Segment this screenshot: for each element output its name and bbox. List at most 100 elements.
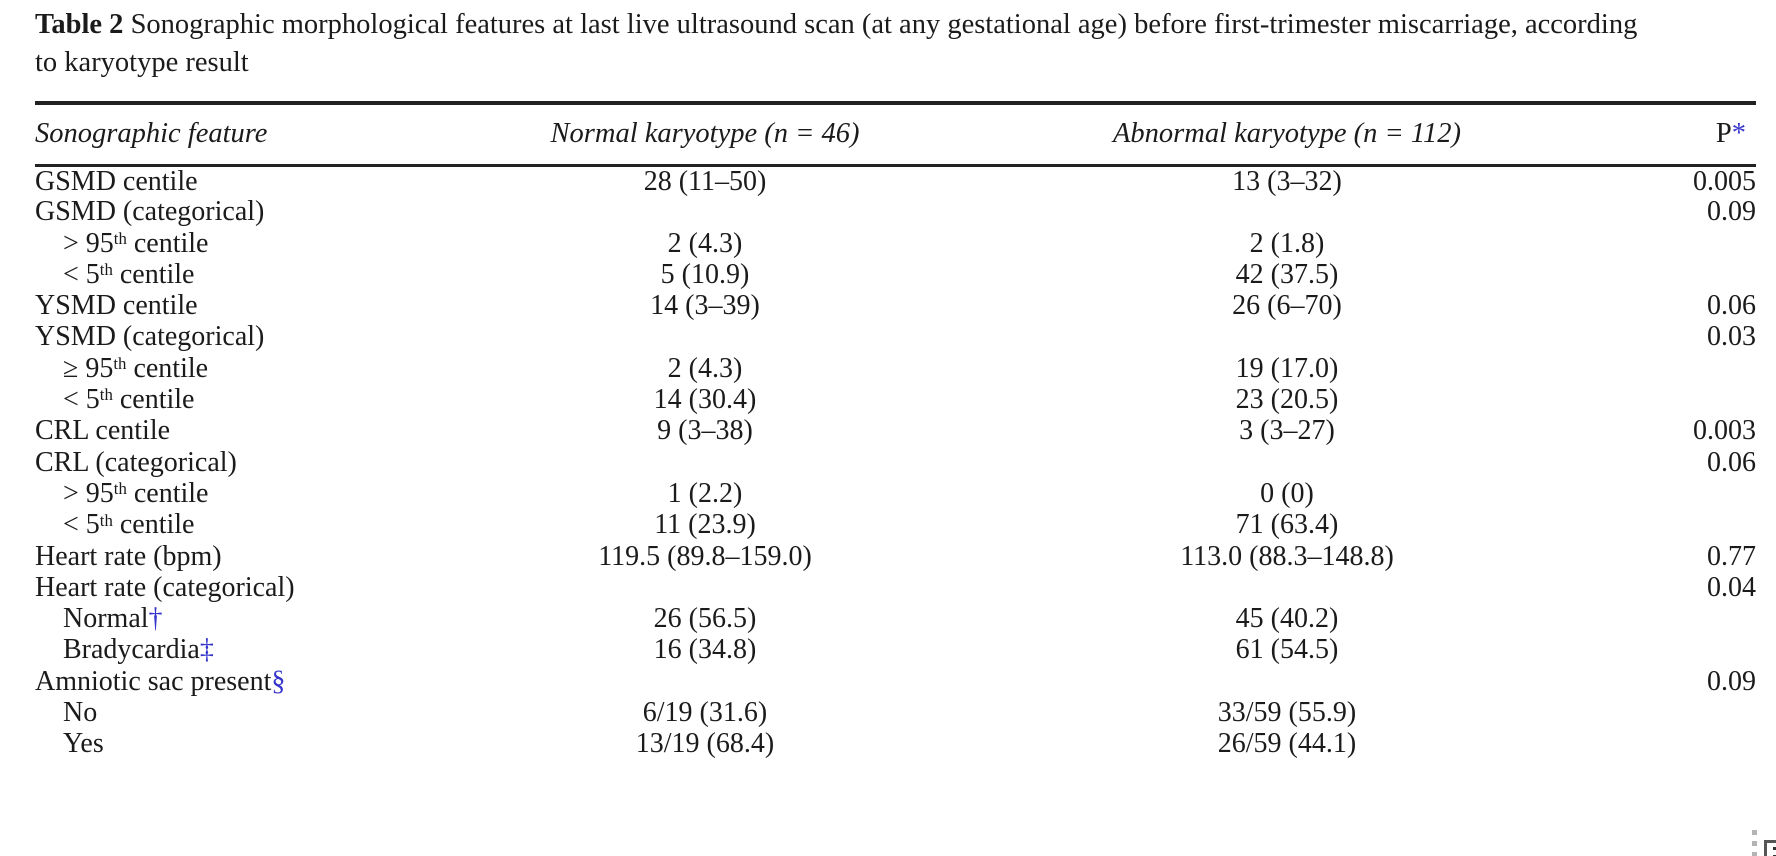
feature-text: GSMD centile bbox=[35, 165, 198, 197]
feature-text: Yes bbox=[63, 728, 104, 760]
cell-feature: Heart rate (bpm) bbox=[35, 541, 435, 572]
cell-normal: 13/19 (68.4) bbox=[635, 728, 775, 760]
table-row: < 5th centile 14 (30.4) 23 (20.5) bbox=[35, 384, 1756, 415]
cell-abnormal: 26/59 (44.1) bbox=[1217, 728, 1357, 760]
double-dagger-footnote-symbol: ‡ bbox=[199, 634, 214, 666]
cell-p-value: 0.06 bbox=[1707, 290, 1756, 322]
cell-p-value: 0.003 bbox=[1693, 415, 1756, 447]
cell-normal: 26 (56.5) bbox=[653, 603, 757, 635]
feature-text: > 95 bbox=[63, 477, 114, 509]
cell-abnormal: 33/59 (55.9) bbox=[1217, 697, 1357, 728]
cell-abnormal: 3 (3–27) bbox=[1239, 415, 1335, 447]
cell-p-value bbox=[1599, 697, 1756, 728]
feature-superscript: th bbox=[99, 260, 113, 280]
cell-feature: Yes bbox=[35, 728, 435, 759]
cell-p-value: 0.09 bbox=[1707, 665, 1756, 697]
cell-abnormal: 71 (63.4) bbox=[1235, 509, 1339, 541]
feature-text: YSMD (categorical) bbox=[35, 321, 265, 353]
cell-abnormal: 26 (6–70) bbox=[1232, 290, 1342, 322]
dagger-footnote-symbol: † bbox=[148, 603, 163, 635]
table-row: GSMD (categorical) 0.09 bbox=[35, 196, 1756, 227]
cell-normal: 5 (10.9) bbox=[660, 258, 750, 290]
table-row: GSMD centile 28 (11–50) 13 (3–32) 0.005 bbox=[35, 165, 1756, 196]
p-footnote-asterisk: * bbox=[1731, 118, 1746, 150]
cell-abnormal: 42 (37.5) bbox=[1235, 258, 1339, 290]
cell-feature: > 95th centile bbox=[35, 478, 435, 509]
cell-feature: > 95th centile bbox=[35, 228, 435, 259]
feature-text: CRL centile bbox=[35, 415, 171, 447]
table-row: CRL (categorical) 0.06 bbox=[35, 447, 1756, 478]
column-header-p-value: P* bbox=[1599, 103, 1756, 167]
feature-text-post: centile bbox=[126, 352, 209, 384]
feature-text: > 95 bbox=[63, 227, 114, 259]
cell-abnormal: 45 (40.2) bbox=[1235, 603, 1339, 635]
feature-text: Bradycardia bbox=[63, 634, 200, 666]
cell-normal: 11 (23.9) bbox=[654, 509, 756, 541]
feature-text-post: centile bbox=[112, 258, 195, 290]
cell-abnormal: 19 (17.0) bbox=[1235, 352, 1339, 384]
cell-p-value bbox=[1599, 353, 1756, 384]
cell-abnormal bbox=[975, 196, 1599, 227]
cell-normal: 14 (3–39) bbox=[650, 290, 760, 322]
table-row: < 5th centile 5 (10.9) 42 (37.5) bbox=[35, 259, 1756, 290]
cell-p-value bbox=[1599, 259, 1756, 290]
cell-feature: YSMD (categorical) bbox=[35, 321, 435, 352]
feature-text: Normal bbox=[63, 603, 149, 635]
cell-normal: 6/19 (31.6) bbox=[642, 697, 768, 728]
cell-p-value: 0.77 bbox=[1707, 540, 1756, 572]
handle-dot bbox=[1752, 852, 1757, 856]
cell-normal bbox=[435, 447, 975, 478]
cell-feature: GSMD centile bbox=[35, 165, 435, 196]
table-row: Heart rate (bpm) 119.5 (89.8–159.0) 113.… bbox=[35, 541, 1756, 572]
cell-feature: < 5th centile bbox=[35, 509, 435, 540]
feature-text: CRL (categorical) bbox=[35, 446, 237, 478]
feature-superscript: th bbox=[99, 510, 113, 530]
table-row: < 5th centile 11 (23.9) 71 (63.4) bbox=[35, 509, 1756, 540]
feature-text-post: centile bbox=[112, 509, 195, 541]
caption-text-2: to karyotype result bbox=[35, 47, 249, 78]
feature-text: < 5 bbox=[63, 258, 100, 290]
table-row: Bradycardia‡ 16 (34.8) 61 (54.5) bbox=[35, 634, 1756, 665]
cell-normal: 14 (30.4) bbox=[653, 384, 757, 416]
feature-text: Heart rate (bpm) bbox=[35, 540, 222, 572]
feature-text: GSMD (categorical) bbox=[35, 196, 265, 228]
handle-dot bbox=[1752, 830, 1757, 835]
cell-feature: No bbox=[35, 697, 435, 728]
feature-superscript: th bbox=[113, 479, 127, 499]
cell-abnormal bbox=[975, 666, 1599, 697]
cell-p-value: 0.04 bbox=[1707, 571, 1756, 603]
dotted-handle-icon bbox=[1752, 830, 1758, 856]
cell-feature: GSMD (categorical) bbox=[35, 196, 435, 227]
column-header-normal-karyotype: Normal karyotype (n = 46) bbox=[435, 103, 975, 167]
feature-superscript: th bbox=[113, 354, 127, 374]
handle-dot bbox=[1752, 841, 1757, 846]
cell-feature: Normal† bbox=[35, 603, 435, 634]
cell-p-value bbox=[1599, 634, 1756, 665]
feature-text: Amniotic sac present bbox=[35, 665, 272, 697]
cell-normal: 2 (4.3) bbox=[667, 227, 743, 259]
cell-feature: CRL (categorical) bbox=[35, 447, 435, 478]
cell-normal: 9 (3–38) bbox=[657, 415, 753, 447]
feature-text: Heart rate (categorical) bbox=[35, 571, 295, 603]
cell-abnormal: 61 (54.5) bbox=[1235, 634, 1339, 666]
cell-feature: ≥ 95th centile bbox=[35, 353, 435, 384]
table-row: CRL centile 9 (3–38) 3 (3–27) 0.003 bbox=[35, 415, 1756, 446]
cell-normal: 28 (11–50) bbox=[643, 165, 767, 197]
feature-text: ≥ 95 bbox=[63, 352, 114, 384]
table-number-label: Table 2 bbox=[35, 9, 124, 40]
frame-corner-icon bbox=[1764, 840, 1776, 856]
caption-text-1: Sonographic morphological features at la… bbox=[123, 9, 1638, 40]
cell-p-value bbox=[1599, 509, 1756, 540]
column-header-abnormal-karyotype: Abnormal karyotype (n = 112) bbox=[975, 103, 1599, 167]
table-row: > 95th centile 2 (4.3) 2 (1.8) bbox=[35, 228, 1756, 259]
cell-abnormal bbox=[975, 447, 1599, 478]
table-row: YSMD (categorical) 0.03 bbox=[35, 321, 1756, 352]
feature-text: < 5 bbox=[63, 509, 100, 541]
feature-text: < 5 bbox=[63, 384, 100, 416]
cell-feature: < 5th centile bbox=[35, 384, 435, 415]
caption-line-1: Table 2 Sonographic morphological featur… bbox=[35, 6, 1765, 44]
results-table: Sonographic feature Normal karyotype (n … bbox=[35, 101, 1756, 760]
cell-abnormal bbox=[975, 572, 1599, 603]
cell-normal bbox=[435, 572, 975, 603]
cell-abnormal: 113.0 (88.3–148.8) bbox=[1180, 540, 1394, 572]
